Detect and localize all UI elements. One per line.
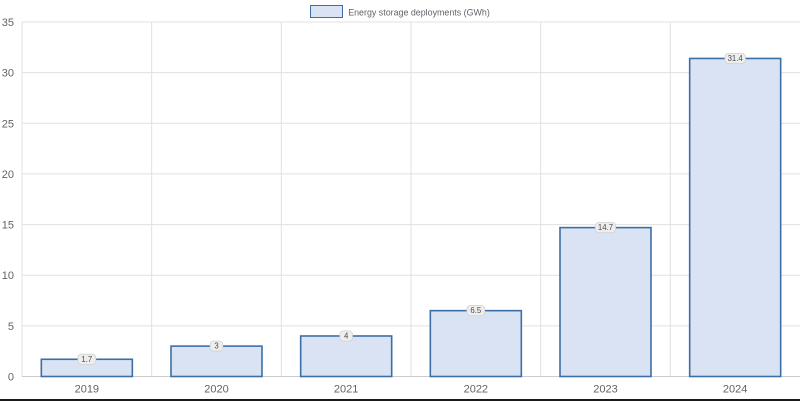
- svg-text:3: 3: [214, 342, 218, 351]
- svg-text:2021: 2021: [334, 384, 358, 396]
- svg-text:4: 4: [344, 331, 349, 340]
- svg-text:15: 15: [2, 220, 14, 232]
- svg-text:6.5: 6.5: [470, 306, 482, 315]
- svg-text:1.7: 1.7: [81, 355, 92, 364]
- svg-text:31.4: 31.4: [728, 54, 744, 63]
- svg-text:30: 30: [2, 68, 14, 80]
- svg-text:5: 5: [8, 321, 14, 333]
- svg-text:2024: 2024: [723, 384, 747, 396]
- svg-text:14.7: 14.7: [598, 223, 613, 232]
- svg-text:25: 25: [2, 118, 14, 130]
- svg-text:2020: 2020: [204, 384, 228, 396]
- svg-text:2023: 2023: [593, 384, 617, 396]
- svg-text:2019: 2019: [75, 384, 99, 396]
- svg-text:0: 0: [8, 372, 14, 384]
- svg-text:10: 10: [2, 270, 14, 282]
- svg-text:2022: 2022: [464, 384, 488, 396]
- svg-text:20: 20: [2, 169, 14, 181]
